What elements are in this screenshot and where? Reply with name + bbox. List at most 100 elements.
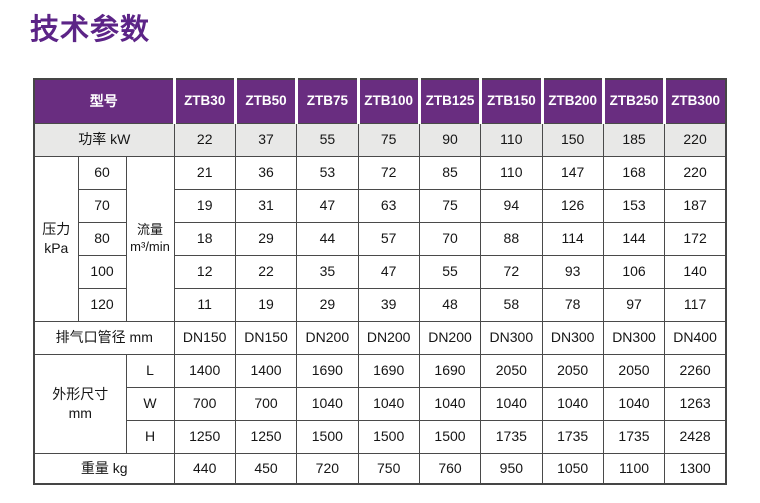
outlet-label-cell: 排气口管径 mm xyxy=(33,320,175,355)
flow-value-cell: 22 xyxy=(234,254,298,289)
power-value-cell: 37 xyxy=(234,122,298,157)
flow-row-100: 100 12 22 35 47 55 72 93 106 140 xyxy=(34,254,727,289)
flow-value-cell: 147 xyxy=(541,155,604,190)
flow-value-cell: 53 xyxy=(296,155,359,190)
outlet-value-cell: DN200 xyxy=(296,320,359,355)
weight-value-cell: 1300 xyxy=(664,452,727,485)
dimension-value-cell: 1500 xyxy=(418,419,482,454)
weight-label-cell: 重量 kg xyxy=(33,452,175,485)
flow-value-cell: 19 xyxy=(173,188,236,223)
pressure-value-cell: 120 xyxy=(77,287,127,322)
dimension-value-cell: 1040 xyxy=(418,386,482,421)
flow-label-cell: 流量 m³/min xyxy=(125,155,175,322)
outlet-value-cell: DN150 xyxy=(173,320,236,355)
dimension-value-cell: 1500 xyxy=(296,419,359,454)
model-header-cell: ZTB300 xyxy=(663,79,727,124)
outlet-value-cell: DN150 xyxy=(234,320,298,355)
dimension-value-cell: 1690 xyxy=(296,353,359,388)
dimension-value-cell: 2260 xyxy=(664,353,727,388)
dimension-letter-cell: W xyxy=(125,386,175,421)
dimension-value-cell: 1690 xyxy=(357,353,420,388)
flow-value-cell: 144 xyxy=(602,221,666,256)
page-title: 技术参数 xyxy=(30,14,151,46)
flow-value-cell: 93 xyxy=(541,254,604,289)
dimension-value-cell: 1040 xyxy=(296,386,359,421)
pressure-label-cell: 压力 kPa xyxy=(33,155,79,322)
model-header-cell: ZTB30 xyxy=(172,79,236,124)
dimension-value-cell: 1500 xyxy=(357,419,420,454)
flow-value-cell: 55 xyxy=(418,254,482,289)
flow-value-cell: 172 xyxy=(664,221,727,256)
flow-value-cell: 72 xyxy=(357,155,420,190)
outlet-value-cell: DN400 xyxy=(664,320,727,355)
model-header-cell: ZTB150 xyxy=(479,79,543,124)
dimension-value-cell: 1400 xyxy=(173,353,236,388)
pressure-value-cell: 100 xyxy=(77,254,127,289)
flow-value-cell: 57 xyxy=(357,221,420,256)
dimension-value-cell: 1400 xyxy=(234,353,298,388)
pressure-value-cell: 60 xyxy=(77,155,127,190)
flow-value-cell: 29 xyxy=(234,221,298,256)
power-value-cell: 90 xyxy=(418,122,482,157)
flow-value-cell: 58 xyxy=(480,287,543,322)
dimension-value-cell: 1040 xyxy=(541,386,604,421)
spec-table: 型号 ZTB30 ZTB50 ZTB75 ZTB100 ZTB125 ZTB150 ZTB2… xyxy=(33,78,727,485)
flow-value-cell: 48 xyxy=(418,287,482,322)
outlet-value-cell: DN300 xyxy=(602,320,666,355)
flow-value-cell: 78 xyxy=(541,287,604,322)
dimensions-label-cell: 外形尺寸 mm xyxy=(33,353,127,454)
flow-value-cell: 114 xyxy=(541,221,604,256)
flow-value-cell: 187 xyxy=(664,188,727,223)
dimension-value-cell: 1735 xyxy=(480,419,543,454)
flow-value-cell: 36 xyxy=(234,155,298,190)
outlet-value-cell: DN300 xyxy=(541,320,604,355)
dimension-value-cell: 1040 xyxy=(602,386,666,421)
dimension-value-cell: 2050 xyxy=(602,353,666,388)
flow-value-cell: 47 xyxy=(296,188,359,223)
flow-value-cell: 44 xyxy=(296,221,359,256)
flow-value-cell: 153 xyxy=(602,188,666,223)
power-value-cell: 220 xyxy=(664,122,727,157)
dimension-value-cell: 1690 xyxy=(418,353,482,388)
power-label-cell: 功率 kW xyxy=(33,122,175,157)
outlet-value-cell: DN200 xyxy=(357,320,420,355)
dimension-value-cell: 1040 xyxy=(480,386,543,421)
weight-value-cell: 450 xyxy=(234,452,298,485)
flow-value-cell: 31 xyxy=(234,188,298,223)
flow-value-cell: 94 xyxy=(480,188,543,223)
flow-row-60: 压力 kPa 60 流量 m³/min 21 36 53 72 85 110 147 168 2… xyxy=(33,155,727,322)
model-header-cell: ZTB100 xyxy=(356,79,420,124)
power-value-cell: 110 xyxy=(480,122,543,157)
flow-value-cell: 29 xyxy=(296,287,359,322)
flow-value-cell: 220 xyxy=(664,155,727,190)
model-header-cell: ZTB50 xyxy=(233,79,298,124)
flow-value-cell: 21 xyxy=(173,155,236,190)
pressure-value-cell: 80 xyxy=(77,221,127,256)
flow-value-cell: 11 xyxy=(173,287,236,322)
weight-value-cell: 720 xyxy=(296,452,359,485)
flow-value-cell: 47 xyxy=(357,254,420,289)
dimension-value-cell: 2428 xyxy=(664,419,727,454)
table-header-row: 型号 ZTB30 ZTB50 ZTB75 ZTB100 ZTB125 ZTB150 ZTB2… xyxy=(34,79,727,124)
dimension-value-cell: 700 xyxy=(173,386,236,421)
flow-value-cell: 35 xyxy=(296,254,359,289)
dimension-value-cell: 1040 xyxy=(357,386,420,421)
pressure-value-cell: 70 xyxy=(77,188,127,223)
flow-value-cell: 39 xyxy=(357,287,420,322)
dimension-value-cell: 700 xyxy=(234,386,298,421)
flow-value-cell: 126 xyxy=(541,188,604,223)
flow-value-cell: 63 xyxy=(357,188,420,223)
power-row: 功率 kW 22 37 55 75 90 110 150 185 220 xyxy=(33,122,727,157)
dimension-row-L: 外形尺寸 mm L 1400 1400 1690 1690 1690 2050 2050 20… xyxy=(33,353,727,454)
model-header-cell: ZTB250 xyxy=(601,79,666,124)
flow-value-cell: 140 xyxy=(664,254,727,289)
weight-value-cell: 1050 xyxy=(541,452,604,485)
power-value-cell: 185 xyxy=(602,122,666,157)
flow-value-cell: 19 xyxy=(234,287,298,322)
flow-value-cell: 85 xyxy=(418,155,482,190)
weight-row: 重量 kg 440 450 720 750 760 950 1050 1100 1300 xyxy=(33,452,727,485)
flow-row-70: 70 19 31 47 63 75 94 126 153 187 xyxy=(34,188,727,223)
dimension-value-cell: 1250 xyxy=(173,419,236,454)
dimension-value-cell: 1263 xyxy=(664,386,727,421)
power-value-cell: 22 xyxy=(173,122,236,157)
